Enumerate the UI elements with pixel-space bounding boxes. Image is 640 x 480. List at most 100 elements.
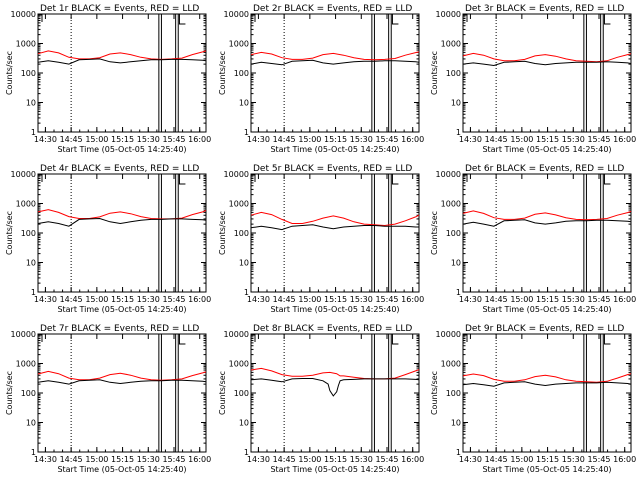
lld-series-line: [462, 52, 632, 63]
chart-panel-1: Det 1r BLACK = Events, RED = LLD 1 10 100 10…: [5, 4, 211, 154]
x-tick-label: 14:30: [34, 295, 57, 304]
x-axis-label: Start Time (05-Oct-05 14:25:40): [57, 145, 186, 154]
x-tick-label: 14:45: [273, 455, 296, 464]
x-tick-label: 14:45: [485, 295, 508, 304]
x-tick-label: 15:15: [111, 135, 134, 144]
x-tick-label: 15:00: [510, 455, 533, 464]
chart-panel-2: Det 2r BLACK = Events, RED = LLD 1 10 100 10…: [218, 4, 424, 154]
chart-title: Det 8r BLACK = Events, RED = LLD: [253, 324, 412, 334]
bracket-marker: [178, 333, 186, 345]
x-tick-label: 15:00: [298, 135, 321, 144]
x-tick-label: 15:00: [298, 295, 321, 304]
x-tick-label: 15:15: [324, 295, 347, 304]
x-tick-label: 15:30: [350, 135, 373, 144]
bracket-marker: [603, 173, 611, 185]
y-tick-label: 1: [244, 128, 249, 137]
x-tick-label: 15:45: [162, 135, 185, 144]
lld-series-line: [462, 210, 632, 221]
corner-marker: [251, 14, 256, 22]
x-tick-label: 15:15: [324, 455, 347, 464]
y-tick-label: 10000: [11, 10, 36, 19]
lld-series-line: [462, 373, 632, 383]
y-tick-label: 10000: [436, 10, 461, 19]
corner-marker: [251, 174, 256, 182]
x-axis-label: Start Time (05-Oct-05 14:25:40): [57, 305, 186, 314]
y-axis-label: Counts/sec: [5, 371, 14, 415]
bracket-marker: [391, 333, 399, 345]
chart-title: Det 4r BLACK = Events, RED = LLD: [40, 164, 199, 174]
y-tick-label: 10000: [224, 330, 249, 339]
y-tick-label: 1: [31, 288, 36, 297]
bracket-marker: [178, 173, 186, 185]
y-tick-label: 10000: [436, 170, 461, 179]
y-tick-label: 1000: [16, 200, 36, 209]
y-axis-label: Counts/sec: [5, 211, 14, 255]
x-tick-label: 14:30: [459, 455, 482, 464]
lld-series-line: [250, 367, 420, 380]
x-tick-label: 14:45: [60, 295, 83, 304]
y-tick-label: 1000: [441, 200, 461, 209]
y-tick-label: 10000: [11, 170, 36, 179]
x-tick-label: 14:45: [485, 455, 508, 464]
x-tick-label: 16:00: [401, 295, 424, 304]
y-tick-label: 100: [21, 229, 36, 238]
bracket-marker: [391, 13, 399, 25]
y-tick-label: 1000: [16, 360, 36, 369]
y-tick-label: 100: [21, 69, 36, 78]
events-series-line: [250, 378, 420, 397]
x-tick-label: 15:30: [350, 455, 373, 464]
events-series-line: [462, 219, 632, 227]
x-tick-label: 15:30: [137, 135, 160, 144]
chart-panel-3: Det 3r BLACK = Events, RED = LLD 1 10 100 10…: [430, 4, 636, 154]
lld-series-line: [250, 211, 420, 227]
x-tick-label: 15:30: [562, 135, 585, 144]
x-tick-label: 16:00: [188, 295, 211, 304]
x-axis-label: Start Time (05-Oct-05 14:25:40): [57, 465, 186, 474]
y-tick-label: 10: [451, 419, 461, 428]
lld-series-line: [37, 209, 207, 220]
x-axis-label: Start Time (05-Oct-05 14:25:40): [482, 305, 611, 314]
x-tick-label: 16:00: [613, 455, 636, 464]
y-axis-label: Counts/sec: [430, 371, 439, 415]
x-tick-label: 15:00: [510, 135, 533, 144]
x-tick-label: 16:00: [401, 135, 424, 144]
y-tick-label: 100: [446, 69, 461, 78]
lld-series-line: [250, 51, 420, 61]
x-tick-label: 15:15: [536, 135, 559, 144]
x-tick-label: 14:30: [459, 295, 482, 304]
x-tick-label: 14:30: [247, 455, 270, 464]
y-tick-label: 1000: [229, 360, 249, 369]
y-axis-label: Counts/sec: [218, 371, 227, 415]
corner-marker: [38, 14, 43, 22]
x-tick-label: 15:00: [85, 295, 108, 304]
x-tick-label: 14:45: [60, 135, 83, 144]
y-tick-label: 10000: [224, 10, 249, 19]
y-tick-label: 100: [446, 229, 461, 238]
chart-title: Det 2r BLACK = Events, RED = LLD: [253, 4, 412, 14]
y-tick-label: 1000: [229, 200, 249, 209]
chart-title: Det 3r BLACK = Events, RED = LLD: [465, 4, 624, 14]
y-tick-label: 100: [234, 69, 249, 78]
x-tick-label: 15:00: [510, 295, 533, 304]
chart-panel-9: Det 9r BLACK = Events, RED = LLD 1 10 100 10…: [430, 324, 636, 474]
x-tick-label: 16:00: [401, 455, 424, 464]
x-tick-label: 14:30: [459, 135, 482, 144]
corner-marker: [463, 334, 468, 342]
lld-series-line: [37, 370, 207, 381]
y-tick-label: 1: [456, 288, 461, 297]
x-tick-label: 15:45: [162, 295, 185, 304]
y-axis-label: Counts/sec: [218, 211, 227, 255]
y-tick-label: 100: [21, 389, 36, 398]
y-tick-label: 10: [239, 419, 249, 428]
lld-series-line: [37, 50, 207, 60]
bracket-marker: [603, 13, 611, 25]
events-series-line: [462, 381, 632, 387]
bracket-marker: [178, 13, 186, 25]
y-tick-label: 1: [244, 448, 249, 457]
chart-title: Det 9r BLACK = Events, RED = LLD: [465, 324, 624, 334]
x-tick-label: 15:30: [350, 295, 373, 304]
x-axis-label: Start Time (05-Oct-05 14:25:40): [270, 145, 399, 154]
y-tick-label: 10: [239, 99, 249, 108]
x-tick-label: 15:00: [85, 455, 108, 464]
